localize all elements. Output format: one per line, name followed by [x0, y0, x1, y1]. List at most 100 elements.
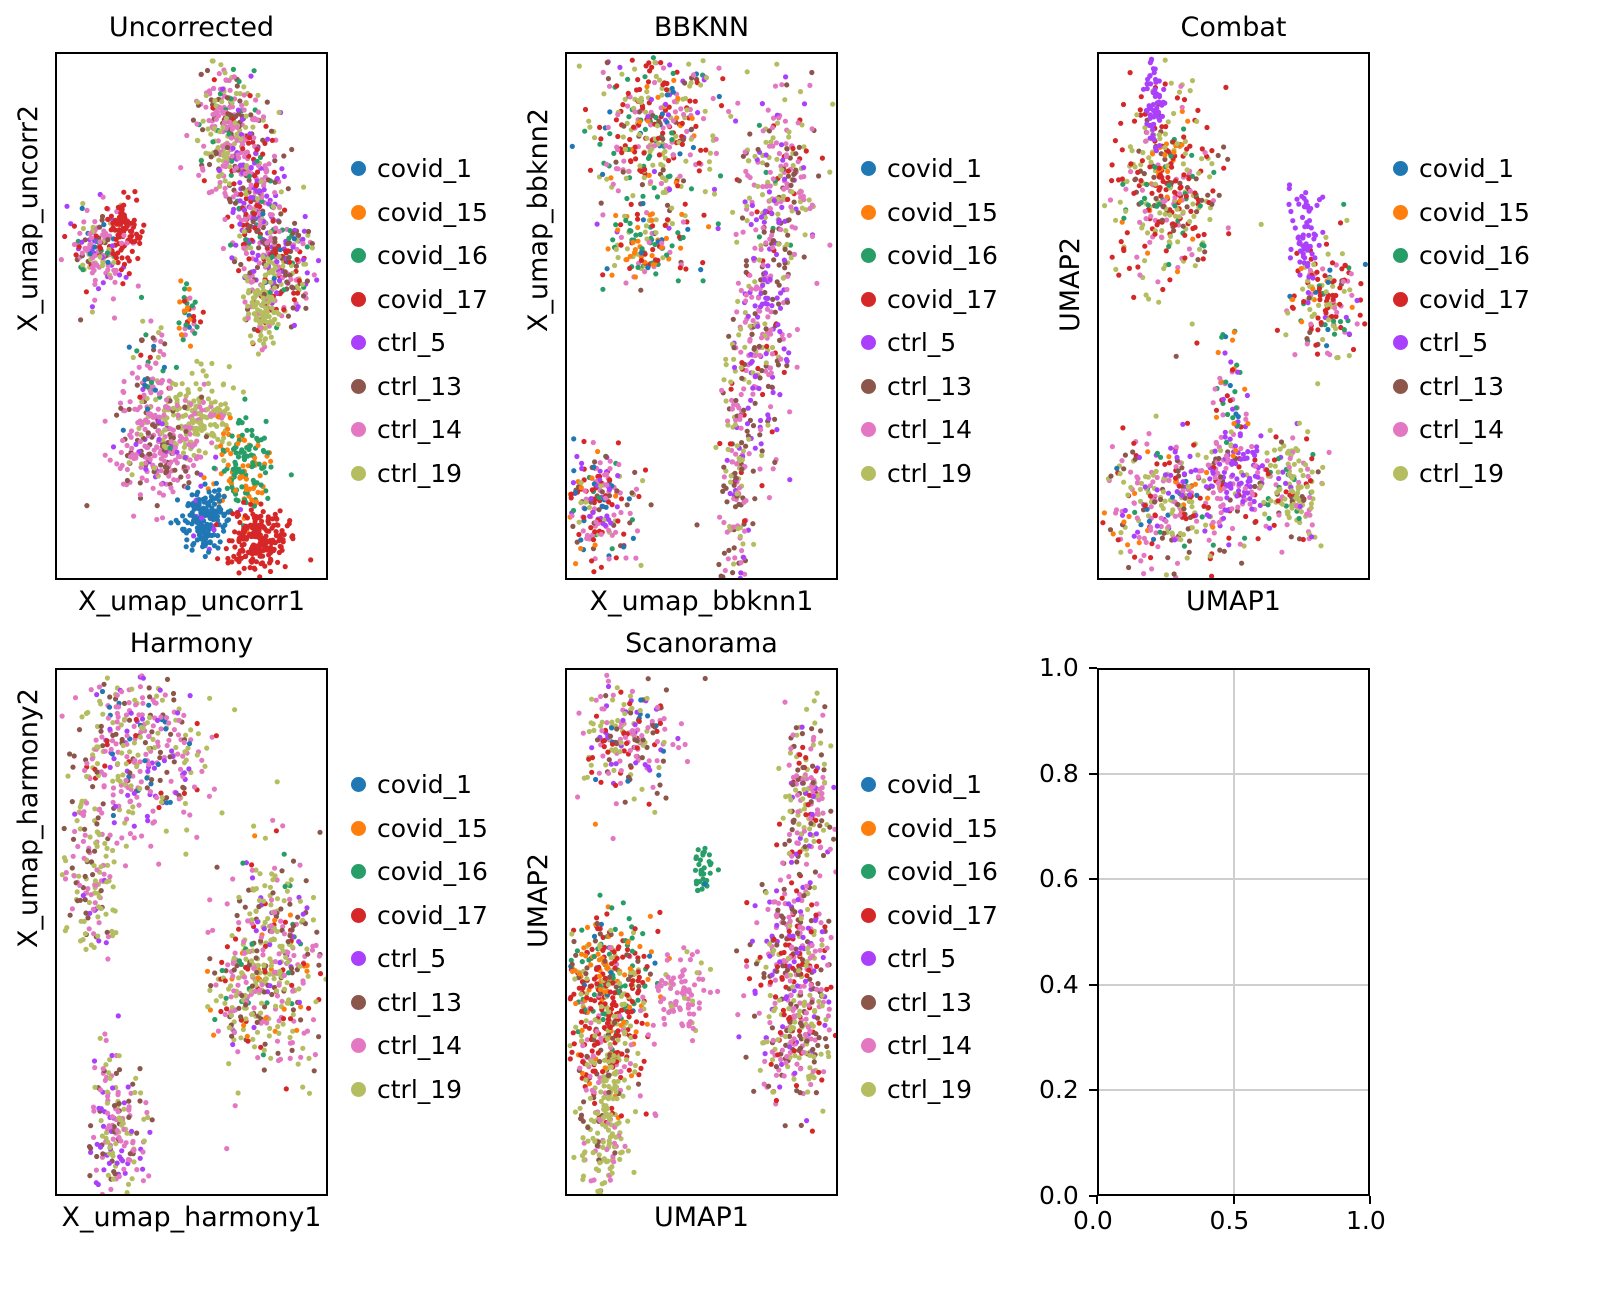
cell-point-ctrl_19	[130, 354, 136, 361]
cell-point-ctrl_14	[758, 246, 764, 252]
cell-point-ctrl_14	[1134, 254, 1140, 260]
cell-point-ctrl_13	[232, 200, 238, 206]
cell-point-covid_17	[247, 93, 253, 99]
cell-point-ctrl_14	[131, 513, 137, 519]
cell-point-covid_16	[226, 131, 232, 137]
cell-point-covid_16	[192, 299, 198, 305]
cell-point-ctrl_19	[241, 228, 247, 234]
cell-point-ctrl_19	[622, 96, 628, 102]
cell-point-covid_17	[134, 197, 140, 203]
cell-point-covid_17	[1253, 518, 1259, 525]
cell-point-covid_16	[1197, 203, 1203, 209]
cell-point-ctrl_19	[1162, 144, 1168, 151]
cell-point-covid_15	[615, 227, 621, 233]
cell-point-ctrl_14	[809, 126, 815, 132]
cell-point-covid_17	[1273, 434, 1279, 440]
cell-point-ctrl_19	[615, 254, 621, 261]
cell-point-ctrl_5	[213, 454, 219, 460]
cell-point-covid_17	[696, 160, 702, 166]
cell-point-ctrl_19	[1218, 447, 1224, 454]
cell-point-covid_16	[1341, 327, 1347, 333]
cell-point-ctrl_14	[1210, 490, 1216, 496]
cell-point-covid_16	[233, 497, 239, 503]
cell-point-ctrl_13	[1133, 176, 1139, 182]
cell-point-ctrl_19	[180, 413, 186, 419]
cell-point-covid_17	[129, 233, 135, 239]
cell-point-ctrl_19	[1182, 151, 1188, 157]
cell-point-ctrl_19	[669, 205, 675, 211]
cell-point-ctrl_5	[783, 356, 790, 363]
cell-point-ctrl_5	[765, 263, 771, 269]
cell-point-covid_17	[282, 207, 288, 213]
cell-point-ctrl_5	[1251, 498, 1257, 505]
cell-point-ctrl_19	[1268, 498, 1274, 504]
cell-point-ctrl_14	[750, 318, 756, 324]
cell-point-covid_17	[243, 553, 249, 559]
cell-point-covid_17	[1138, 112, 1144, 118]
cell-point-covid_17	[133, 231, 140, 237]
legend-item: ctrl_13	[861, 365, 998, 409]
cell-point-covid_17	[662, 222, 668, 228]
cell-point-covid_17	[135, 255, 141, 262]
cell-point-covid_17	[1318, 320, 1324, 326]
cell-point-ctrl_19	[205, 380, 211, 387]
cell-point-ctrl_13	[234, 83, 240, 89]
cell-point-covid_15	[1171, 149, 1177, 155]
cell-point-ctrl_14	[89, 270, 95, 276]
cell-point-covid_1	[216, 487, 222, 493]
cell-point-ctrl_5	[1286, 185, 1292, 192]
cell-point-ctrl_14	[92, 297, 98, 303]
cell-point-covid_15	[225, 462, 231, 468]
cell-point-ctrl_5	[198, 483, 204, 489]
cell-point-ctrl_14	[1143, 216, 1149, 222]
cell-point-ctrl_14	[258, 325, 264, 331]
cell-point-ctrl_13	[150, 335, 156, 341]
cell-point-ctrl_14	[598, 531, 604, 537]
cell-point-covid_17	[273, 529, 279, 535]
cell-point-ctrl_5	[1144, 121, 1150, 127]
cell-point-ctrl_14	[700, 116, 707, 122]
cell-point-ctrl_14	[266, 161, 272, 167]
cell-point-ctrl_5	[1206, 513, 1212, 519]
cell-point-covid_1	[105, 259, 111, 265]
cell-point-covid_17	[650, 246, 656, 253]
cell-point-covid_1	[690, 144, 696, 151]
cell-point-covid_17	[1201, 231, 1207, 238]
legend-label: covid_1	[887, 154, 983, 184]
cell-point-ctrl_5	[1222, 507, 1228, 513]
cell-point-ctrl_19	[1184, 167, 1190, 173]
cell-point-ctrl_14	[196, 172, 202, 178]
cell-point-ctrl_5	[749, 202, 755, 209]
cell-point-ctrl_14	[752, 245, 758, 251]
cell-point-ctrl_5	[1228, 485, 1234, 491]
cell-point-covid_17	[1300, 536, 1306, 543]
cell-point-ctrl_14	[1109, 444, 1115, 450]
cell-point-ctrl_19	[227, 181, 233, 187]
cell-point-covid_17	[1357, 312, 1363, 318]
cell-point-ctrl_5	[255, 252, 261, 258]
cell-point-covid_17	[116, 221, 122, 227]
cell-point-covid_16	[224, 485, 230, 491]
cell-point-covid_17	[248, 501, 254, 507]
cell-point-ctrl_19	[153, 397, 159, 403]
cell-point-covid_15	[689, 115, 695, 121]
cell-point-covid_17	[628, 158, 634, 165]
cell-point-covid_17	[1184, 420, 1191, 426]
cell-point-covid_15	[1233, 447, 1239, 454]
cell-point-ctrl_19	[1325, 317, 1332, 323]
cell-point-ctrl_13	[743, 443, 749, 449]
cell-point-ctrl_14	[717, 514, 723, 520]
cell-point-covid_17	[590, 537, 597, 543]
cell-point-ctrl_19	[1186, 498, 1192, 505]
cell-point-covid_17	[1165, 148, 1171, 154]
cell-point-ctrl_5	[281, 173, 287, 179]
cell-point-ctrl_14	[1153, 530, 1159, 536]
cell-point-ctrl_5	[1258, 433, 1264, 439]
cell-point-ctrl_13	[627, 520, 633, 526]
cell-point-covid_17	[655, 257, 661, 263]
cell-point-ctrl_19	[637, 163, 643, 169]
cell-point-covid_17	[1315, 315, 1321, 321]
cell-point-ctrl_14	[1141, 571, 1147, 577]
cell-point-ctrl_19	[1207, 174, 1213, 180]
cell-point-covid_16	[269, 254, 275, 260]
